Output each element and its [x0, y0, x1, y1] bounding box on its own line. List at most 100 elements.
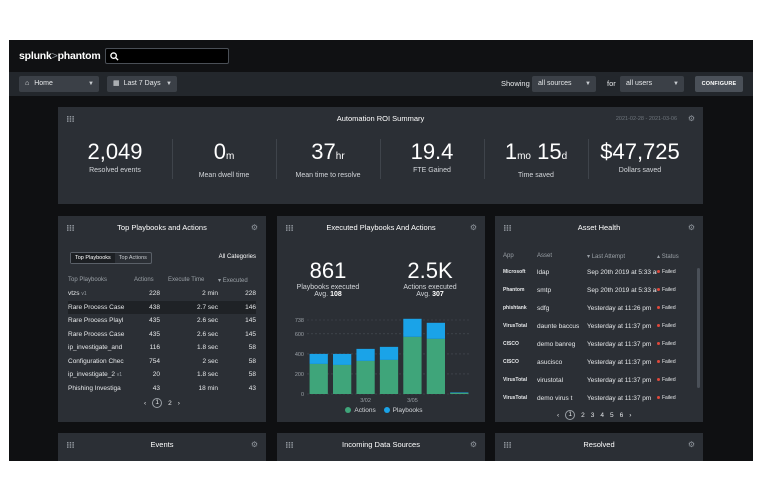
- home-icon: ⌂: [25, 80, 30, 87]
- legend-actions: Actions: [354, 407, 376, 414]
- table-row[interactable]: VirusTotal virustotal Yesterday at 11:37 p…: [503, 371, 691, 389]
- column-header-sorted[interactable]: ▾ Last Attempt: [587, 249, 657, 263]
- gear-icon[interactable]: ⚙: [250, 223, 258, 232]
- table-row[interactable]: Rare Process Case 435 2.6 sec 145: [68, 328, 256, 342]
- bar-actions[interactable]: [333, 364, 352, 394]
- column-header[interactable]: Actions: [134, 277, 154, 283]
- search-input[interactable]: [105, 48, 229, 64]
- drag-handle-icon[interactable]: [67, 116, 74, 122]
- drag-handle-icon[interactable]: [286, 442, 293, 448]
- app-window: splunk>phantom ⌂ Home ▼ ▦ Last 7 Days ▼ Show…: [9, 40, 753, 461]
- cell-status: Failed: [657, 317, 691, 335]
- bar-playbooks[interactable]: [333, 353, 352, 365]
- kpi-value: 19.4: [410, 139, 454, 164]
- date-range-dropdown[interactable]: ▦ Last 7 Days ▼: [107, 76, 177, 92]
- bar-playbooks[interactable]: [403, 318, 422, 337]
- page-button[interactable]: 4: [600, 411, 605, 419]
- categories-filter[interactable]: All Categories: [218, 254, 256, 260]
- page-button[interactable]: 2: [581, 411, 585, 419]
- column-header-label: Last Attempt: [591, 253, 626, 260]
- app-logo: phishtank: [503, 305, 527, 311]
- tab-top-playbooks[interactable]: Top Playbooks: [71, 253, 115, 263]
- bar-actions[interactable]: [309, 363, 328, 394]
- gear-icon[interactable]: ⚙: [687, 114, 695, 123]
- sort-desc-icon: ▾: [218, 277, 223, 284]
- bar-actions[interactable]: [379, 359, 399, 394]
- cell-executed: 146: [218, 300, 256, 314]
- table-row[interactable]: CISCO demo banreg Yesterday at 11:37 pm Fai…: [503, 335, 691, 353]
- table-row[interactable]: Configuration Chec 754 2 sec 58: [68, 355, 256, 369]
- kpi-divider: [588, 139, 589, 179]
- column-header[interactable]: Asset: [537, 253, 553, 259]
- cell-last-attempt: Yesterday at 11:37 pm: [587, 376, 652, 384]
- table-row[interactable]: Phantom smtp Sep 20th 2019 at 5:33 am Faile…: [503, 281, 691, 299]
- chevron-right-icon[interactable]: ›: [629, 411, 632, 419]
- kpi-label: Dollars saved: [618, 167, 662, 174]
- column-header-label: Status: [661, 253, 679, 260]
- gear-icon[interactable]: ⚙: [687, 440, 695, 449]
- page-button-current[interactable]: 1: [565, 410, 576, 420]
- status-failed-icon: [657, 360, 660, 364]
- column-header[interactable]: Top Playbooks: [68, 277, 108, 283]
- page-button-current[interactable]: 1: [152, 398, 163, 408]
- status-failed-icon: [657, 306, 660, 310]
- bar-actions[interactable]: [450, 392, 469, 394]
- brand-logo[interactable]: splunk>phantom: [19, 50, 101, 62]
- playbook-tabs: Top Playbooks Top Actions: [70, 252, 152, 264]
- panel-title: Resolved: [583, 440, 615, 449]
- chevron-right-icon[interactable]: ›: [177, 399, 180, 407]
- column-header[interactable]: App: [503, 253, 514, 259]
- bar-playbooks[interactable]: [450, 392, 469, 393]
- status-label: Failed: [662, 395, 676, 401]
- bar-playbooks[interactable]: [379, 346, 399, 360]
- bar-actions[interactable]: [426, 338, 445, 394]
- table-row[interactable]: Rare Process Playl 435 2.6 sec 145: [68, 314, 256, 328]
- table-row[interactable]: Rare Process Case 438 2.7 sec 146: [68, 300, 256, 314]
- drag-handle-icon[interactable]: [504, 225, 511, 231]
- drag-handle-icon[interactable]: [67, 442, 74, 448]
- table-row[interactable]: VirusTotal demo virus t Yesterday at 11:37…: [503, 389, 691, 407]
- table-row[interactable]: CISCO asucisco Yesterday at 11:37 pm Failed: [503, 353, 691, 371]
- table-row[interactable]: Phishing Investiga 43 18 min 43: [68, 382, 256, 396]
- status-failed-icon: [657, 324, 660, 328]
- bar-actions[interactable]: [403, 336, 422, 394]
- page-button[interactable]: 2: [168, 399, 172, 407]
- table-row[interactable]: Microsoft ldap Sep 20th 2019 at 5:33 am Fai…: [503, 263, 691, 281]
- column-header[interactable]: Execute Time: [168, 277, 205, 283]
- kpi-mean-resolve: 37hr Mean time to resolve: [276, 139, 380, 179]
- drag-handle-icon[interactable]: [504, 442, 511, 448]
- configure-button[interactable]: CONFIGURE: [695, 76, 743, 92]
- playbook-name: ip_investigate_and: [68, 344, 123, 352]
- table-row[interactable]: VirusTotal daunte baccus Yesterday at 11:3…: [503, 317, 691, 335]
- chevron-left-icon[interactable]: ‹: [144, 399, 147, 407]
- bar-playbooks[interactable]: [309, 353, 328, 364]
- scrollbar[interactable]: [697, 268, 700, 388]
- tab-top-actions[interactable]: Top Actions: [118, 255, 147, 261]
- gear-icon[interactable]: ⚙: [687, 223, 695, 232]
- bar-playbooks[interactable]: [426, 322, 445, 339]
- bar-actions[interactable]: [356, 360, 375, 394]
- users-dropdown[interactable]: all users ▼: [620, 76, 684, 92]
- table-row[interactable]: phishtank sdfg Yesterday at 11:26 pm Failed: [503, 299, 691, 317]
- gear-icon[interactable]: ⚙: [469, 223, 477, 232]
- sources-dropdown[interactable]: all sources ▼: [532, 76, 596, 92]
- table-row[interactable]: vtzs v1 228 2 min 228: [68, 287, 256, 301]
- stat-value: 2.5K: [407, 258, 453, 283]
- table-row[interactable]: ip_investigate_2 v1 20 1.8 sec 58: [68, 368, 256, 382]
- column-header-sortable[interactable]: ▴ Status: [657, 249, 691, 263]
- for-label: for: [607, 79, 616, 88]
- page-button[interactable]: 5: [610, 411, 614, 419]
- gear-icon[interactable]: ⚙: [250, 440, 258, 449]
- gear-icon[interactable]: ⚙: [469, 440, 477, 449]
- drag-handle-icon[interactable]: [67, 225, 74, 231]
- page-button[interactable]: 6: [619, 411, 624, 419]
- home-dropdown[interactable]: ⌂ Home ▼: [19, 76, 99, 92]
- drag-handle-icon[interactable]: [286, 225, 293, 231]
- page-button[interactable]: 3: [590, 411, 595, 419]
- column-header-sorted[interactable]: ▾ Executed: [218, 273, 256, 287]
- table-row[interactable]: ip_investigate_and 116 1.8 sec 58: [68, 341, 256, 355]
- app-logo: VirusTotal: [503, 377, 527, 383]
- chevron-left-icon[interactable]: ‹: [557, 411, 560, 419]
- bar-playbooks[interactable]: [356, 348, 375, 361]
- app-logo: Phantom: [503, 287, 525, 293]
